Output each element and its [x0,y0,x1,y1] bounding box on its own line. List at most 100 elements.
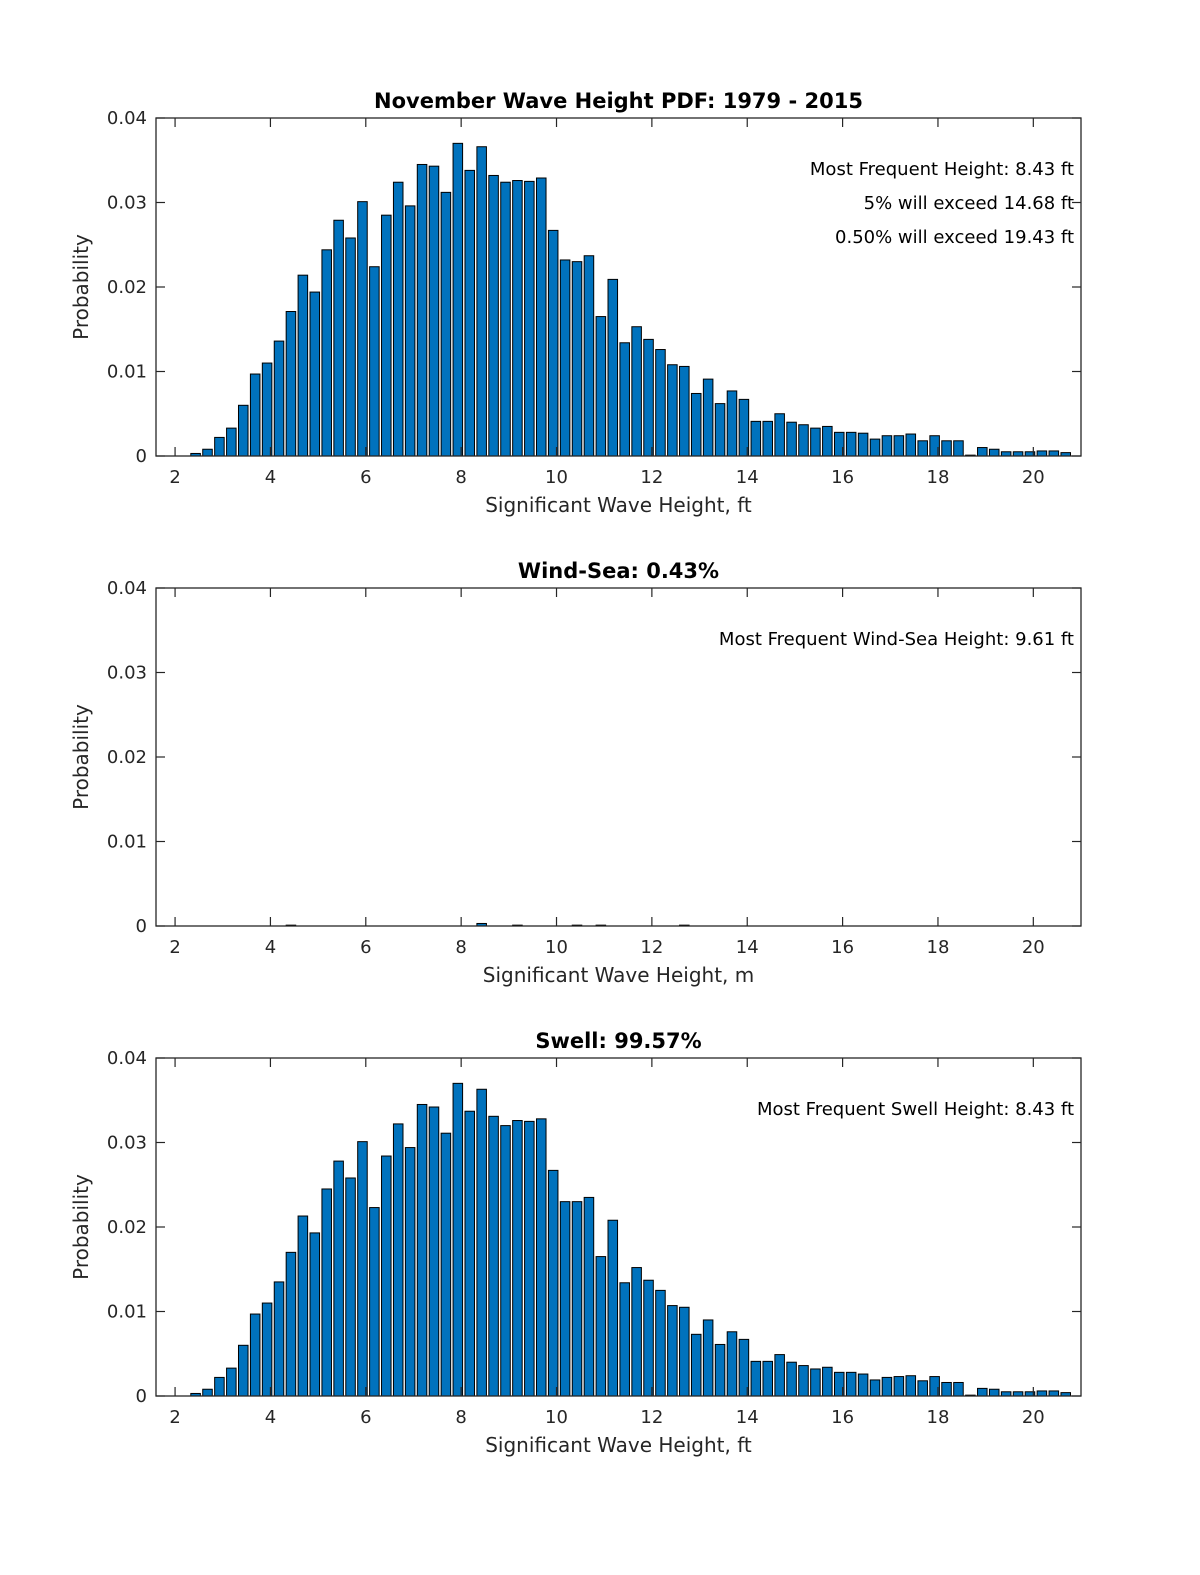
annotation-text: 5% will exceed 14.68 ft [864,193,1074,214]
y-tick-label: 0.01 [107,832,147,853]
bar [202,448,213,457]
bar [249,1313,261,1397]
x-tick-label: 2 [169,1407,180,1428]
bar [595,1256,607,1397]
bar [845,431,857,457]
panel-wind-sea: 2 4 6 8 10 12 14 16 18 20 0 0.01 0.02 0.03 0.04 Wind-Se… [69,559,1082,987]
bar [631,1267,642,1397]
y-axis-label: Probability [69,234,93,340]
annotation-text: 0.50% will exceed 19.43 ft [835,227,1074,248]
bar [237,1344,249,1397]
bar [714,403,726,457]
bar [524,1120,535,1397]
bar [607,1219,619,1397]
bar [690,1333,702,1397]
bar [881,1376,893,1397]
bar [1036,450,1048,457]
bar [798,1365,809,1397]
bar [428,1106,440,1397]
chart-title: November Wave Height PDF: 1979 - 2015 [374,89,863,113]
x-axis-label: Significant Wave Height, m [483,963,754,987]
bar [714,1343,726,1397]
chart-title: Swell: 99.57% [535,1029,701,1053]
bar [988,1388,1000,1397]
bar [941,440,952,457]
bar [464,169,476,457]
bar [500,181,511,457]
bar [345,1177,356,1397]
bar [452,1082,464,1397]
bar [488,1115,499,1397]
x-tick-label: 6 [360,467,371,488]
x-tick-label: 18 [927,937,950,958]
annotation-text: Most Frequent Wind-Sea Height: 9.61 ft [719,629,1074,650]
panel-total: 2 4 6 8 10 12 14 16 18 20 0 0.01 0.02 0.03 0.04 Novembe… [69,89,1082,517]
y-tick-label: 0.01 [107,362,147,383]
bar [655,1289,666,1397]
bar [500,1125,511,1397]
bar [798,424,809,457]
y-tick-label: 0.03 [107,193,147,214]
bar [559,259,571,457]
bar [440,191,452,457]
bar [595,316,607,457]
x-tick-label: 20 [1022,937,1045,958]
bar [297,1215,309,1397]
bar [357,1141,368,1397]
x-tick-label: 16 [831,1407,854,1428]
x-tick-label: 10 [545,937,568,958]
y-tick-label: 0.02 [107,1217,147,1238]
bar [917,1380,928,1397]
bar [524,180,535,457]
y-tick-label: 0.04 [107,108,147,129]
bar [643,338,654,457]
x-tick-label: 14 [736,467,759,488]
y-tick-label: 0.02 [107,747,147,768]
bar [1048,1390,1060,1397]
bar [464,1110,476,1397]
bar [535,1118,547,1397]
bar [893,435,905,457]
bar [988,448,1000,457]
bar [667,1305,678,1397]
x-tick-label: 14 [736,937,759,958]
bar [774,1354,785,1397]
bar [774,413,785,457]
bar [226,427,237,457]
x-tick-label: 20 [1022,1407,1045,1428]
bar [214,1376,225,1397]
x-tick-label: 4 [265,1407,276,1428]
x-axis-label: Significant Wave Height, ft [485,1433,752,1457]
bar [547,229,559,457]
x-tick-label: 8 [455,467,466,488]
bar [381,1155,392,1397]
bar [404,1147,416,1397]
bar [321,1188,332,1397]
y-axis-label: Probability [69,1174,93,1280]
x-tick-label: 8 [455,1407,466,1428]
bar [571,261,583,457]
bar [953,1381,964,1397]
bar [667,364,678,457]
bar [726,1331,738,1397]
bar [488,174,499,457]
bar [333,1160,344,1397]
bar [810,1368,821,1397]
bar [750,420,762,457]
bar [619,1282,630,1397]
bar [631,326,642,457]
bar [679,1306,690,1397]
bar [309,1232,321,1397]
bar [845,1371,857,1397]
x-tick-label: 4 [265,937,276,958]
x-tick-label: 12 [640,937,663,958]
bar [762,1360,774,1397]
y-tick-label: 0.03 [107,663,147,684]
x-tick-label: 2 [169,467,180,488]
x-tick-label: 6 [360,937,371,958]
y-tick-label: 0.04 [107,578,147,599]
bar [309,291,321,457]
bar [750,1360,762,1397]
bar [583,255,595,457]
bar [261,362,273,457]
